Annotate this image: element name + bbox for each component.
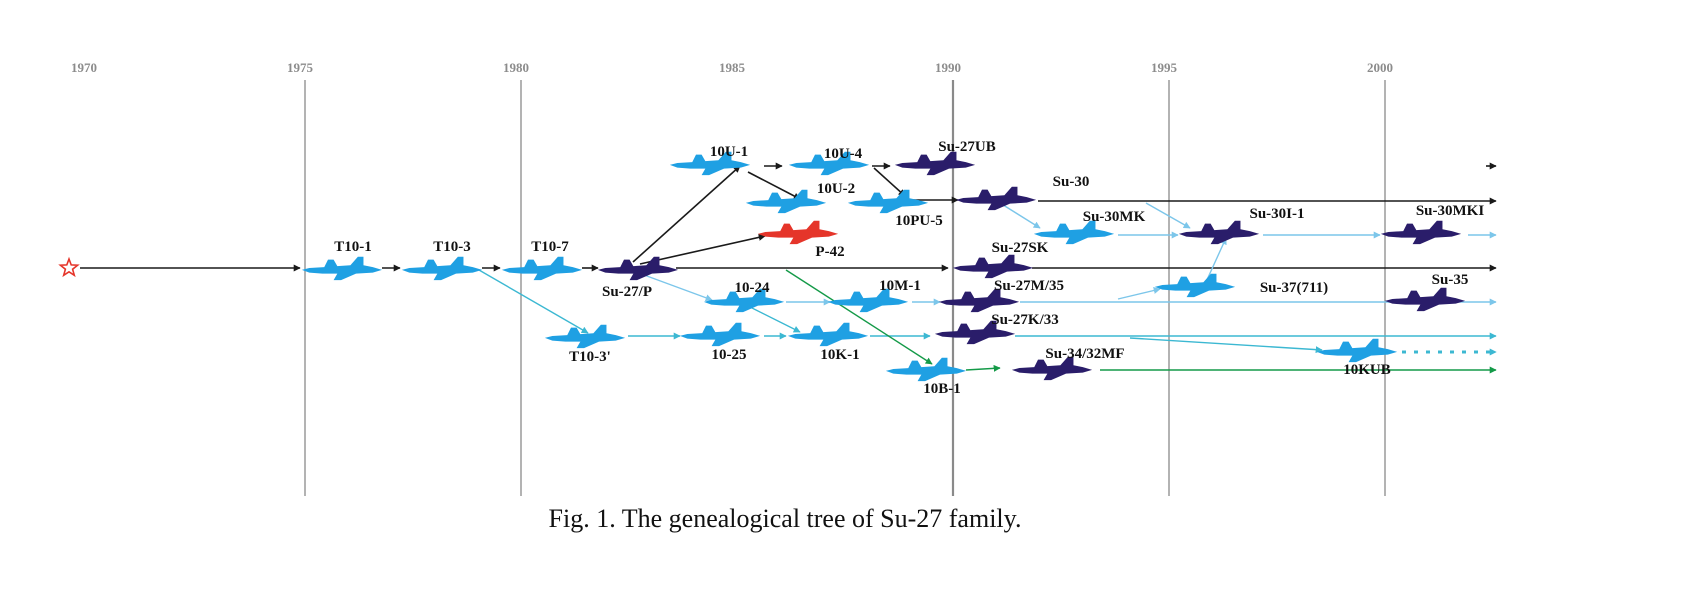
aircraft-label: Su-30MKI — [1416, 203, 1485, 219]
aircraft-label: Su-27UB — [938, 139, 996, 155]
aircraft-label: Su-30MK — [1083, 209, 1146, 225]
jet-silhouette-icon — [301, 256, 383, 281]
jet-silhouette-icon — [787, 322, 869, 347]
lineage-arrow — [1205, 237, 1227, 283]
aircraft-node-su-35: Su-35 — [1384, 272, 1469, 312]
year-label-1985: 1985 — [719, 60, 746, 75]
aircraft-node-t10-3p: T10-3' — [544, 324, 626, 365]
lineage-arrow — [1117, 287, 1161, 300]
jet-silhouette-icon — [952, 254, 1034, 279]
aircraft-label: T10-1 — [334, 239, 372, 255]
aircraft-node-su-27sk: Su-27SK — [952, 240, 1049, 279]
aircraft-node-su-30mk: Su-30MK — [1033, 209, 1146, 245]
year-label-2000: 2000 — [1367, 60, 1393, 75]
jet-silhouette-icon — [679, 322, 761, 347]
year-label-1970: 1970 — [71, 60, 97, 75]
jet-silhouette-icon — [1154, 273, 1236, 298]
figure-caption: Fig. 1. The genealogical tree of Su-27 f… — [549, 504, 1022, 533]
jet-silhouette-icon — [1380, 220, 1462, 245]
aircraft-label: Su-30 — [1053, 174, 1090, 190]
jet-silhouette-icon — [544, 324, 626, 349]
aircraft-label: Su-35 — [1432, 272, 1469, 288]
aircraft-node-su-34: Su-34/32MF — [1011, 346, 1125, 381]
aircraft-node-su-27p: Su-27/P — [597, 256, 679, 300]
lineage-arrow — [632, 165, 741, 263]
aircraft-node-10k-1: 10K-1 — [787, 322, 869, 363]
aircraft-node-10b-1: 10B-1 — [885, 357, 967, 397]
year-label-1990: 1990 — [935, 60, 961, 75]
aircraft-label: 10B-1 — [923, 381, 961, 397]
jet-silhouette-icon — [894, 151, 976, 176]
aircraft-label: 10K-1 — [820, 347, 859, 363]
year-axis: 1970 1975 1980 1985 1990 1995 2000 — [71, 60, 1393, 75]
aircraft-label: T10-3' — [569, 349, 611, 365]
lineage-arrow — [785, 269, 933, 365]
jet-silhouette-icon — [745, 189, 827, 214]
jet-silhouette-icon — [597, 256, 679, 281]
jet-silhouette-icon — [1178, 220, 1260, 245]
aircraft-node-t10-7: T10-7 — [501, 239, 583, 281]
aircraft-label: P-42 — [815, 244, 844, 260]
aircraft-label: Su-27K/33 — [991, 312, 1059, 328]
aircraft-nodes: T10-1 T10-3 T10-7 Su-27/P T10-3' 10U-1 10U-4 Su… — [301, 139, 1485, 397]
aircraft-node-su-37: Su-37(711) — [1154, 273, 1328, 298]
lineage-arrow — [1145, 202, 1191, 229]
year-gridlines — [304, 80, 1386, 496]
aircraft-node-t10-1: T10-1 — [301, 239, 383, 281]
year-label-1980: 1980 — [503, 60, 529, 75]
aircraft-node-10m-1: 10M-1 — [827, 278, 921, 313]
aircraft-node-10pu-5: 10PU-5 — [847, 189, 943, 229]
aircraft-label: 10U-2 — [817, 181, 855, 197]
aircraft-node-10u-4: 10U-4 — [788, 146, 870, 176]
aircraft-label: Su-30I-1 — [1249, 206, 1304, 222]
aircraft-label: Su-37(711) — [1260, 280, 1328, 296]
aircraft-label: 10U-4 — [824, 146, 863, 162]
aircraft-label: Su-27/P — [602, 284, 652, 300]
year-label-1995: 1995 — [1151, 60, 1178, 75]
aircraft-label: 10M-1 — [879, 278, 921, 294]
aircraft-node-su-27ub: Su-27UB — [894, 139, 996, 176]
star-outline-icon — [58, 256, 80, 278]
lineage-edges — [80, 162, 1497, 374]
aircraft-label: Su-34/32MF — [1045, 346, 1124, 362]
jet-silhouette-icon — [1384, 287, 1466, 312]
aircraft-node-10u-2: 10U-2 — [745, 181, 855, 214]
aircraft-node-su-27k33: Su-27K/33 — [934, 312, 1059, 345]
lineage-arrow — [965, 364, 1001, 372]
aircraft-label: 10PU-5 — [895, 213, 943, 229]
aircraft-node-10-25: 10-25 — [679, 322, 761, 363]
aircraft-label: 10KUB — [1343, 362, 1391, 378]
aircraft-node-su-30: Su-30 — [955, 174, 1090, 211]
aircraft-label: T10-3 — [433, 239, 471, 255]
aircraft-node-su-27m35: Su-27M/35 — [938, 278, 1064, 313]
aircraft-label: T10-7 — [531, 239, 569, 255]
aircraft-label: 10U-1 — [710, 144, 748, 160]
lineage-arrow — [873, 167, 906, 197]
lineage-arrow — [635, 271, 713, 302]
aircraft-label: Su-27M/35 — [994, 278, 1064, 294]
jet-silhouette-icon — [501, 256, 583, 281]
aircraft-node-10-24: 10-24 — [703, 280, 785, 313]
jet-silhouette-icon — [955, 186, 1037, 211]
aircraft-node-10kub: 10KUB — [1316, 338, 1398, 378]
aircraft-node-su-30mki: Su-30MKI — [1380, 203, 1485, 245]
aircraft-node-t10-3: T10-3 — [401, 239, 483, 281]
jet-silhouette-icon — [401, 256, 483, 281]
jet-silhouette-icon — [757, 220, 839, 245]
lineage-arrow — [478, 269, 589, 334]
lineage-arrow — [639, 233, 766, 265]
year-label-1975: 1975 — [287, 60, 314, 75]
origin-star-group — [58, 256, 80, 278]
aircraft-node-su-30i-1: Su-30I-1 — [1178, 206, 1305, 245]
lineage-arrow — [999, 202, 1041, 229]
aircraft-label: Su-27SK — [992, 240, 1049, 256]
aircraft-node-10u-1: 10U-1 — [669, 144, 751, 176]
jet-silhouette-icon — [847, 189, 929, 214]
aircraft-node-p-42: P-42 — [757, 220, 845, 260]
lineage-arrow — [1129, 337, 1323, 354]
aircraft-label: 10-25 — [712, 347, 747, 363]
lineage-arrow — [747, 171, 801, 200]
aircraft-label: 10-24 — [735, 280, 770, 296]
